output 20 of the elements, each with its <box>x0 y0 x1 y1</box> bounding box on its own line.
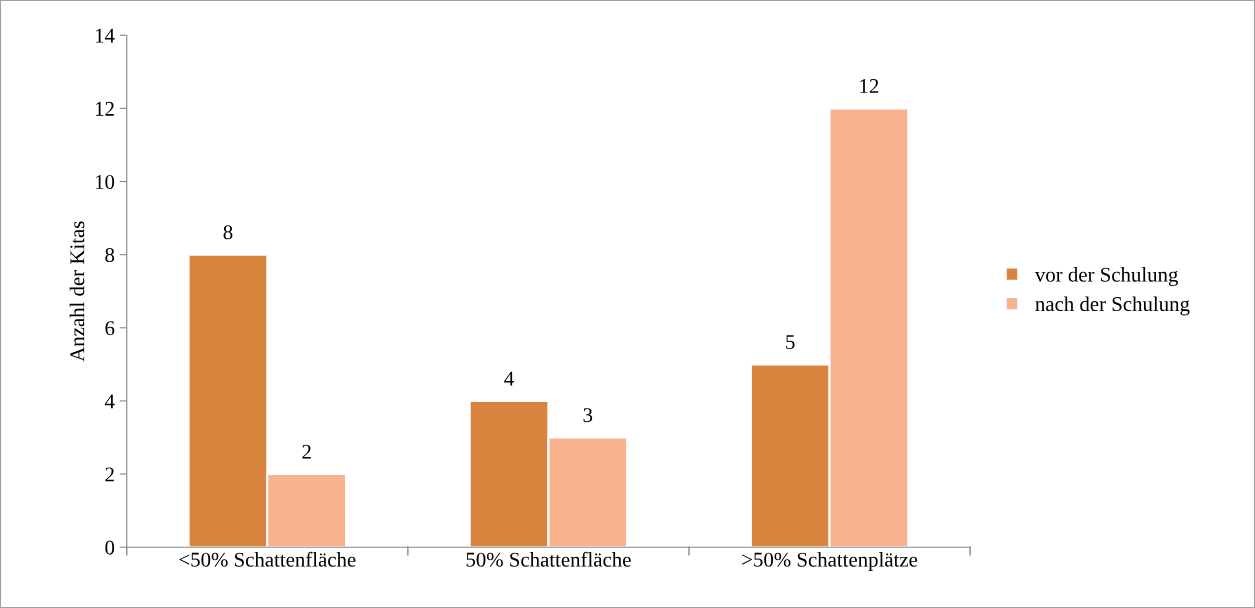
y-tick-label: 0 <box>105 540 115 555</box>
legend-label: nach der Schulung <box>1035 296 1190 316</box>
data-label: 12 <box>860 79 879 93</box>
y-axis-title: Anzahl der Kitas <box>69 221 85 362</box>
data-label: 5 <box>786 335 795 350</box>
y-tick-label: 10 <box>95 174 115 189</box>
x-tick-label: 50% Schattenfläche <box>466 551 631 567</box>
y-tick-label: 12 <box>95 101 114 116</box>
data-label: 2 <box>302 444 311 459</box>
y-tick-label: 4 <box>104 394 115 409</box>
y-tick-label: 8 <box>105 248 115 263</box>
y-tick-label: 2 <box>105 467 114 482</box>
y-tick-label: 6 <box>105 321 115 336</box>
y-tick-label: 14 <box>95 28 115 43</box>
x-tick-label: <50% Schattenfläche <box>179 551 356 567</box>
legend-label: vor der Schulung <box>1034 267 1178 287</box>
data-label: 3 <box>583 408 593 423</box>
x-tick-label: >50% Schattenplätze <box>742 552 918 571</box>
data-label: 8 <box>223 225 233 240</box>
data-label: 4 <box>504 371 514 386</box>
